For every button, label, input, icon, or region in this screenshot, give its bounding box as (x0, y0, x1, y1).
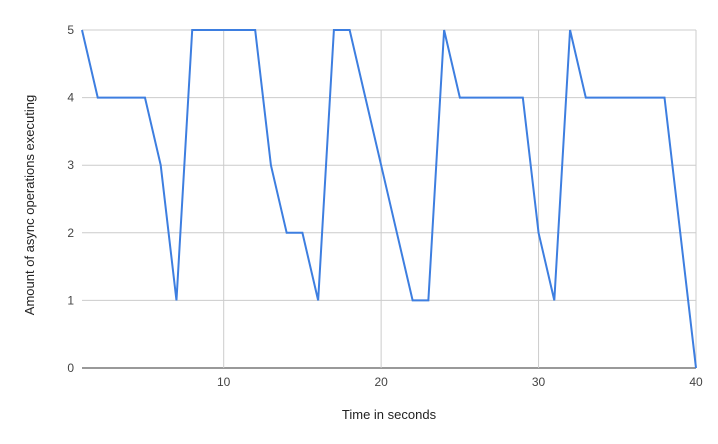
series-group (81, 29, 697, 369)
x-tick-label: 40 (689, 375, 703, 389)
y-tick-label: 3 (67, 158, 74, 172)
y-tick-label: 0 (67, 361, 74, 375)
y-tick-label: 2 (67, 226, 74, 240)
y-axis-ticks: 0 1 2 3 4 5 (67, 23, 74, 375)
x-tick-label: 30 (532, 375, 546, 389)
y-tick-label: 5 (67, 23, 74, 37)
x-tick-label: 20 (374, 375, 388, 389)
y-tick-label: 4 (67, 91, 74, 105)
y-axis-title: Amount of async operations executing (22, 95, 37, 315)
x-axis-title: Time in seconds (342, 407, 437, 422)
y-tick-label: 1 (67, 293, 74, 307)
series-line (81, 29, 697, 369)
x-axis-ticks: 10 20 30 40 (217, 375, 703, 389)
x-tick-label: 10 (217, 375, 231, 389)
